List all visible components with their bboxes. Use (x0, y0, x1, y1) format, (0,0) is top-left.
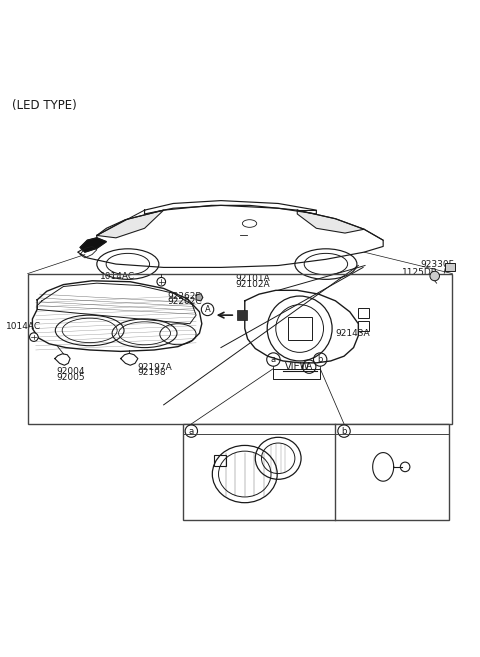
Text: 18644E: 18644E (352, 426, 386, 436)
Text: 92197A: 92197A (137, 363, 172, 372)
Circle shape (30, 333, 38, 342)
Polygon shape (196, 294, 203, 301)
Text: 92198: 92198 (137, 369, 166, 377)
Bar (214, 455, 226, 466)
Polygon shape (144, 200, 316, 214)
Text: a: a (189, 426, 194, 436)
Text: 92101A: 92101A (235, 274, 270, 283)
Text: 92330F: 92330F (420, 260, 454, 269)
Bar (445, 263, 455, 271)
Text: 92004: 92004 (56, 367, 85, 376)
Bar (237, 310, 247, 320)
Circle shape (430, 271, 440, 281)
Bar (288, 317, 312, 340)
Text: (LED TYPE): (LED TYPE) (12, 99, 77, 112)
Text: 92005: 92005 (56, 373, 85, 382)
Text: 92143A: 92143A (336, 328, 370, 338)
Text: a: a (271, 355, 276, 364)
Text: 1014AC: 1014AC (6, 322, 41, 330)
Bar (183, 424, 449, 520)
Bar (359, 321, 369, 331)
Text: 92126A: 92126A (222, 499, 256, 508)
Text: 1014AC: 1014AC (100, 273, 135, 281)
Circle shape (157, 277, 166, 286)
Text: 1125DB: 1125DB (402, 267, 438, 277)
Text: VIEW: VIEW (285, 361, 311, 372)
Bar (28, 273, 452, 424)
Text: 92140E: 92140E (259, 472, 293, 481)
Text: 92262C: 92262C (168, 297, 202, 306)
Polygon shape (80, 238, 107, 252)
Bar (359, 308, 369, 318)
Text: A: A (204, 305, 210, 314)
Text: b: b (317, 355, 323, 364)
Text: b: b (341, 426, 347, 436)
Text: 92102A: 92102A (235, 280, 270, 288)
Text: 92262B: 92262B (168, 292, 202, 300)
Polygon shape (297, 210, 364, 233)
Polygon shape (97, 210, 164, 238)
Text: A: A (306, 362, 312, 371)
Text: 92125A: 92125A (254, 442, 289, 451)
